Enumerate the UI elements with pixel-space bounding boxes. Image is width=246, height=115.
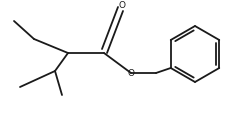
- Text: O: O: [119, 1, 125, 10]
- Text: O: O: [127, 69, 135, 78]
